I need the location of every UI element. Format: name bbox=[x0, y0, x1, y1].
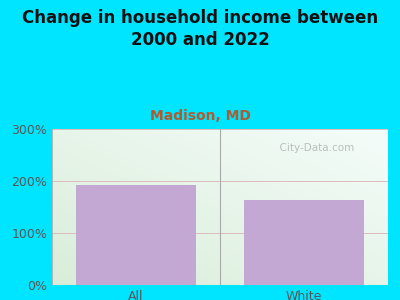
Text: Change in household income between
2000 and 2022: Change in household income between 2000 … bbox=[22, 9, 378, 49]
Text: City-Data.com: City-Data.com bbox=[274, 143, 355, 153]
Bar bbox=[244, 200, 364, 285]
Bar bbox=[76, 184, 196, 285]
Text: Madison, MD: Madison, MD bbox=[150, 110, 250, 124]
